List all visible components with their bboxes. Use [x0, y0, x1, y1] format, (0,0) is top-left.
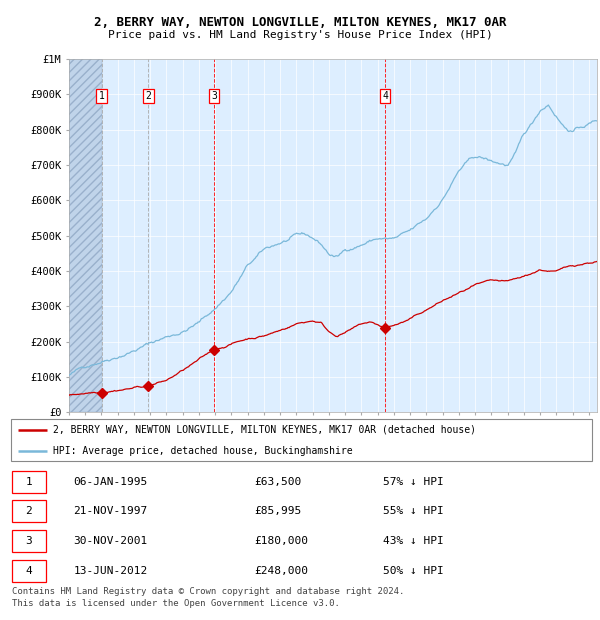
- Text: 4: 4: [26, 566, 32, 576]
- Text: This data is licensed under the Open Government Licence v3.0.: This data is licensed under the Open Gov…: [12, 599, 340, 608]
- FancyBboxPatch shape: [12, 500, 46, 523]
- Text: 30-NOV-2001: 30-NOV-2001: [73, 536, 148, 546]
- Text: £180,000: £180,000: [254, 536, 309, 546]
- Text: Contains HM Land Registry data © Crown copyright and database right 2024.: Contains HM Land Registry data © Crown c…: [12, 587, 404, 596]
- Text: £248,000: £248,000: [254, 566, 309, 576]
- Text: 13-JUN-2012: 13-JUN-2012: [73, 566, 148, 576]
- Text: 2, BERRY WAY, NEWTON LONGVILLE, MILTON KEYNES, MK17 0AR (detached house): 2, BERRY WAY, NEWTON LONGVILLE, MILTON K…: [53, 425, 476, 435]
- Text: £85,995: £85,995: [254, 507, 302, 516]
- Text: 1: 1: [99, 91, 105, 101]
- Text: 4: 4: [382, 91, 388, 101]
- Text: 43% ↓ HPI: 43% ↓ HPI: [383, 536, 444, 546]
- Text: 57% ↓ HPI: 57% ↓ HPI: [383, 477, 444, 487]
- Text: HPI: Average price, detached house, Buckinghamshire: HPI: Average price, detached house, Buck…: [53, 446, 353, 456]
- Text: 50% ↓ HPI: 50% ↓ HPI: [383, 566, 444, 576]
- Text: 21-NOV-1997: 21-NOV-1997: [73, 507, 148, 516]
- FancyBboxPatch shape: [12, 530, 46, 552]
- Text: 06-JAN-1995: 06-JAN-1995: [73, 477, 148, 487]
- Text: £63,500: £63,500: [254, 477, 302, 487]
- Text: 55% ↓ HPI: 55% ↓ HPI: [383, 507, 444, 516]
- Text: 3: 3: [26, 536, 32, 546]
- Text: 2: 2: [146, 91, 151, 101]
- FancyBboxPatch shape: [11, 419, 592, 461]
- Text: 2: 2: [26, 507, 32, 516]
- Bar: [69, 59, 102, 412]
- Text: 2, BERRY WAY, NEWTON LONGVILLE, MILTON KEYNES, MK17 0AR: 2, BERRY WAY, NEWTON LONGVILLE, MILTON K…: [94, 16, 506, 29]
- Text: 1: 1: [26, 477, 32, 487]
- Text: Price paid vs. HM Land Registry's House Price Index (HPI): Price paid vs. HM Land Registry's House …: [107, 30, 493, 40]
- FancyBboxPatch shape: [12, 560, 46, 582]
- FancyBboxPatch shape: [12, 471, 46, 493]
- Text: 3: 3: [211, 91, 217, 101]
